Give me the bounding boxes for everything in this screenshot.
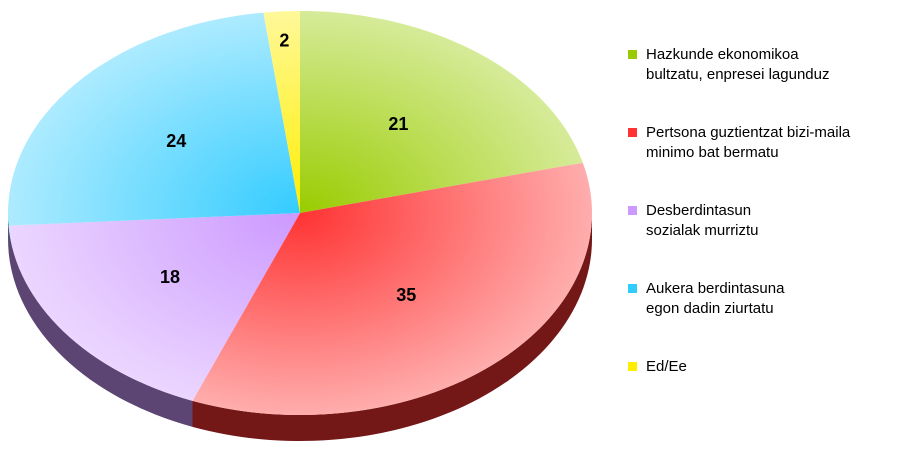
legend-label: Aukera berdintasuna egon dadin ziurtatu [646, 280, 785, 317]
data-label: 24 [166, 131, 186, 151]
legend-label: Pertsona guztientzat bizi-maila minimo b… [646, 124, 851, 161]
pie-slice [8, 213, 300, 401]
legend-item: Pertsona guztientzat bizi-maila minimo b… [628, 123, 850, 163]
data-label: 18 [160, 267, 180, 287]
legend-swatch [628, 362, 637, 371]
pie-side [192, 213, 592, 441]
legend-label: Ed/Ee [646, 358, 687, 375]
chart: 21 35 18 24 2 [7, 11, 592, 441]
data-label: 21 [388, 114, 408, 134]
legend-item: Aukera berdintasuna egon dadin ziurtatu [628, 279, 784, 319]
pie-slice [263, 11, 300, 213]
pie-slice [192, 162, 592, 415]
pie-side [8, 213, 9, 252]
pie-slice [300, 11, 583, 213]
legend-item: Desberdintasun sozialak murriztu [628, 201, 759, 241]
data-label: 35 [396, 285, 416, 305]
legend-swatch [628, 284, 637, 293]
legend-swatch [628, 128, 637, 137]
legend-label: Desberdintasun sozialak murriztu [646, 202, 759, 239]
legend-label: Hazkunde ekonomikoa bultzatu, enpresei l… [646, 46, 830, 83]
legend-swatch [628, 50, 637, 59]
pie-side [8, 225, 193, 427]
legend-item: Ed/Ee [628, 357, 687, 377]
legend-swatch [628, 206, 637, 215]
pie-slice [7, 12, 300, 226]
data-label: 2 [279, 30, 289, 50]
legend-item: Hazkunde ekonomikoa bultzatu, enpresei l… [628, 45, 829, 85]
